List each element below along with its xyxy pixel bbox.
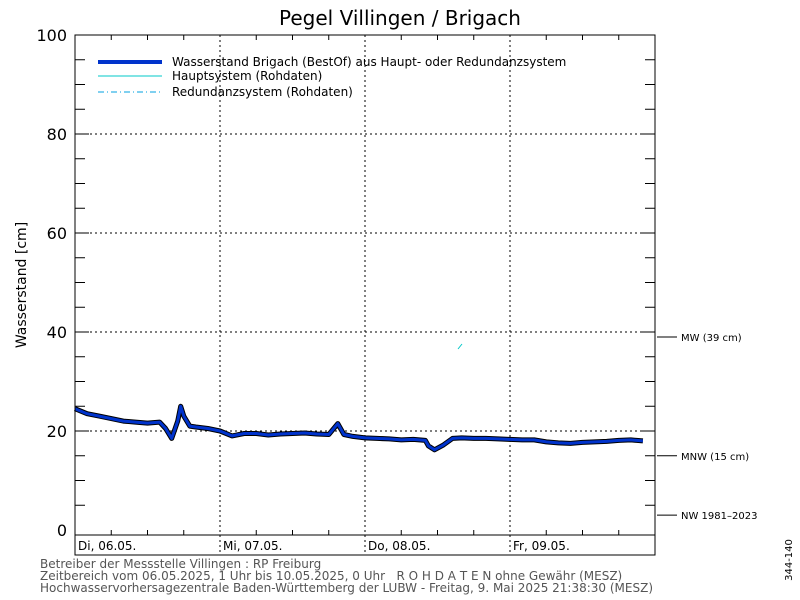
footer-time-range: Zeitbereich vom 06.05.2025, 1 Uhr bis 10…: [40, 569, 623, 583]
series-group: [74, 343, 644, 453]
y-axis-label: Wasserstand [cm]: [14, 222, 30, 348]
reference-label: MNW (15 cm): [681, 452, 749, 463]
y-tick-label: 20: [47, 422, 67, 441]
station-code: 344-140: [784, 539, 795, 581]
legend-entry: Wasserstand Brigach (BestOf) aus Haupt- …: [172, 55, 566, 69]
grid-lines: [75, 35, 655, 555]
y-tick-label: 60: [47, 224, 67, 243]
plot-frame: [74, 34, 656, 556]
x-tick-labels: Di, 06.05. Mi, 07.05. Do, 08.05. Fr, 09.05.: [78, 539, 570, 553]
series-line-bestof: [74, 404, 644, 452]
x-tick-label: Mi, 07.05.: [223, 539, 282, 553]
y-tick-label: 40: [47, 323, 67, 342]
raw-data-fragment: [457, 343, 463, 350]
footer-operator: Betreiber der Messstelle Villingen : RP …: [40, 557, 322, 571]
axis-ticks: [75, 35, 655, 536]
y-tick-label: 0: [57, 521, 67, 540]
reference-label: NW 1981–2023: [681, 511, 757, 522]
x-tick-label: Fr, 09.05.: [513, 539, 570, 553]
y-tick-label: 100: [36, 26, 67, 45]
reference-label: MW (39 cm): [681, 333, 742, 344]
y-tick-labels: 0 20 40 60 80 100: [36, 26, 67, 540]
legend-entry: Redundanzsystem (Rohdaten): [172, 85, 353, 99]
footer-provider: Hochwasservorhersagezentrale Baden-Württ…: [40, 581, 653, 595]
chart-title: Pegel Villingen / Brigach: [279, 6, 521, 30]
legend: Wasserstand Brigach (BestOf) aus Haupt- …: [98, 55, 566, 99]
x-tick-label: Do, 08.05.: [368, 539, 430, 553]
legend-entry: Hauptsystem (Rohdaten): [172, 69, 322, 83]
y-tick-label: 80: [47, 125, 67, 144]
reference-lines: MW (39 cm) MNW (15 cm) NW 1981–2023: [657, 333, 757, 522]
x-tick-label: Di, 06.05.: [78, 539, 136, 553]
